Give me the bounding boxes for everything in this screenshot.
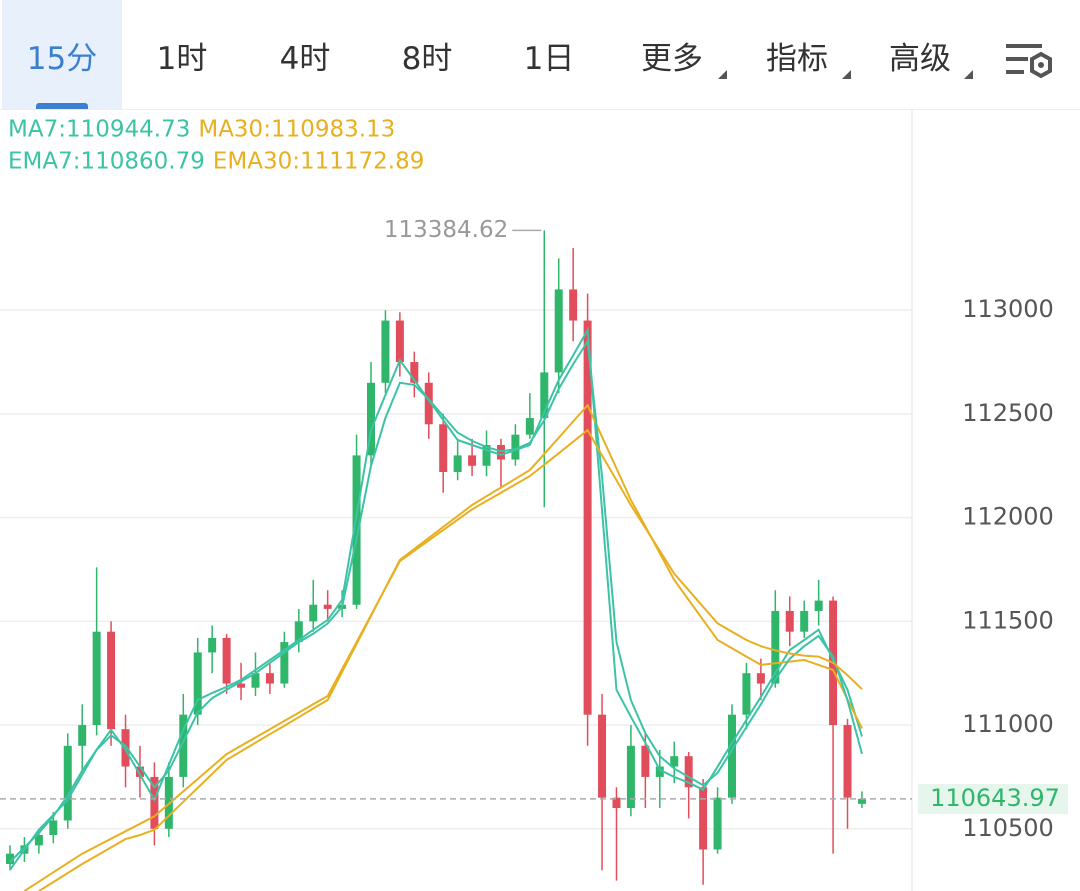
indicator-line	[9, 326, 863, 871]
candle-body	[814, 600, 823, 611]
candle-body	[78, 725, 87, 746]
candle-body	[150, 776, 159, 829]
tab[interactable]: 更多	[641, 41, 703, 77]
max-label: 113384.62	[384, 217, 508, 243]
tab[interactable]: 8时	[401, 41, 453, 77]
last-price-box	[918, 783, 1068, 814]
candle-body	[655, 766, 664, 777]
candle-body	[381, 320, 390, 383]
candle-body	[540, 372, 549, 419]
candle-body	[92, 631, 101, 726]
candle-body	[843, 725, 852, 798]
y-tick-label: 113000	[962, 295, 1054, 323]
candle-body	[756, 673, 765, 684]
candle-body	[251, 673, 260, 688]
candle-body	[352, 455, 361, 605]
tab[interactable]: 指标	[766, 41, 828, 77]
candle-body	[583, 320, 592, 715]
candle-body	[294, 621, 303, 643]
candle-body	[193, 652, 202, 715]
candle-body	[280, 642, 289, 684]
candle-body	[612, 797, 621, 809]
y-tick-label: 112500	[962, 399, 1054, 427]
candle-body	[49, 820, 58, 835]
candle-body	[468, 455, 477, 466]
y-tick-label: 111500	[962, 606, 1054, 634]
candle-body	[121, 729, 130, 767]
legend-entry: MA30:110983.13	[198, 117, 395, 143]
candle-body	[453, 455, 462, 472]
y-tick-label: 110500	[962, 814, 1054, 842]
y-tick-label: 112000	[962, 503, 1054, 531]
tab[interactable]: 1时	[156, 41, 208, 77]
y-tick-label: 111000	[962, 710, 1054, 738]
tab[interactable]: 4时	[279, 41, 331, 77]
candle-body	[367, 382, 375, 456]
indicator-line	[23, 428, 863, 891]
candle-body	[107, 631, 116, 730]
candle-body	[135, 766, 144, 777]
settings-icon[interactable]	[1004, 40, 1056, 82]
candle-body	[395, 320, 404, 363]
candle-body	[6, 853, 14, 865]
candle-body	[699, 787, 708, 850]
candle-body	[641, 745, 650, 777]
tab[interactable]: 15分	[2, 0, 122, 109]
legend-entry: MA7:110944.73	[8, 117, 190, 143]
candle-body	[684, 756, 693, 788]
candle-body	[237, 683, 246, 688]
candle-body	[424, 382, 433, 425]
candle-body	[728, 714, 736, 798]
candle-body	[222, 637, 231, 684]
candle-body	[323, 604, 332, 609]
candle-body	[482, 445, 491, 466]
indicator-line	[9, 338, 863, 863]
candle-body	[569, 289, 578, 321]
legend-entry: EMA30:111172.89	[213, 149, 425, 175]
candle-body	[208, 637, 217, 653]
candle-body	[800, 610, 809, 632]
dropdown-arrow	[842, 70, 851, 79]
candle-body	[63, 745, 72, 821]
candle-body	[496, 445, 505, 460]
candle-body	[626, 745, 635, 809]
tab[interactable]: 高级	[889, 41, 951, 77]
dropdown-arrow	[718, 70, 727, 79]
legend-entry: EMA7:110860.79	[8, 149, 205, 175]
candle-body	[525, 418, 534, 435]
candle-body	[265, 673, 274, 684]
dropdown-arrow	[964, 70, 973, 79]
candle-body	[857, 798, 866, 804]
candle-body	[785, 610, 794, 632]
candle-body	[713, 797, 722, 850]
candle-body	[34, 834, 43, 846]
chart: 110500 111000 111500 112000 112500 113000 MA7:…	[0, 110, 1068, 891]
candle-body	[742, 673, 751, 715]
candle-body	[410, 362, 419, 383]
candle-body	[670, 756, 679, 767]
candle-body	[554, 289, 563, 373]
last-price-label: 110643.97	[930, 784, 1060, 812]
candle-body	[511, 434, 520, 460]
tab[interactable]: 1日	[523, 41, 575, 77]
candle-body	[771, 610, 780, 684]
indicator-line	[38, 403, 863, 891]
candle-body	[309, 604, 318, 622]
candle-body	[439, 424, 448, 472]
candle-body	[598, 714, 607, 798]
candle-body	[179, 714, 188, 777]
toolbar: 15分 1时 4时 8时 1日 更多 指标 高级	[0, 0, 1080, 110]
